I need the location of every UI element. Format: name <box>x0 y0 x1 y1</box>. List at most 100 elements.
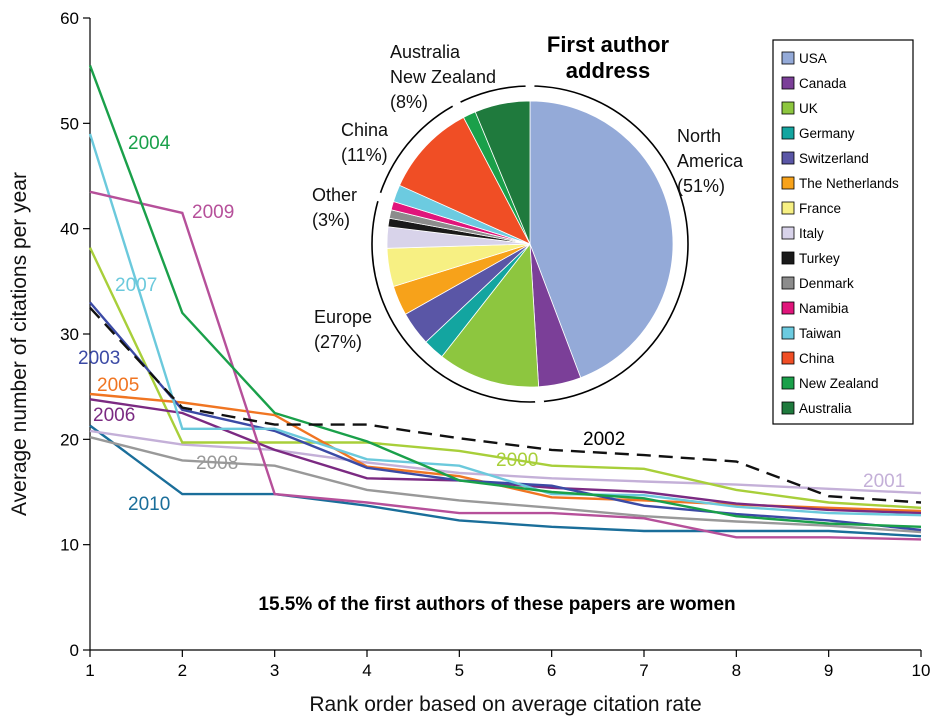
series-label-2004: 2004 <box>128 133 171 154</box>
legend-swatch <box>781 76 795 90</box>
series-line-2002 <box>89 306 922 504</box>
x-tick-label: 7 <box>639 661 648 680</box>
x-tick-label: 1 <box>85 661 94 680</box>
x-tick-label: 8 <box>732 661 741 680</box>
x-tick-label: 6 <box>547 661 556 680</box>
series-line-2001 <box>89 429 922 495</box>
y-tick-label: 0 <box>70 641 79 660</box>
legend-swatch <box>781 201 795 215</box>
legend-label: Australia <box>799 401 852 416</box>
legend-swatch <box>781 251 795 265</box>
y-tick-label: 10 <box>60 536 79 555</box>
legend-label: France <box>799 201 841 216</box>
x-axis-label: Rank order based on average citation rat… <box>309 693 701 716</box>
women-share-annotation: 15.5% of the first authors of these pape… <box>258 594 735 615</box>
pie-group-label: Australia <box>390 42 461 62</box>
pie-group-label: (11%) <box>341 145 388 165</box>
pie-legend: USA Canada UK Germany Switzerland The Netherl… <box>772 39 914 425</box>
legend-swatch <box>781 126 795 140</box>
series-line-2008 <box>89 436 922 534</box>
series-label-2007: 2007 <box>115 275 157 296</box>
series-label-2001: 2001 <box>863 471 905 492</box>
legend-label: Namibia <box>799 301 849 316</box>
pie-group-label: New Zealand <box>390 67 496 87</box>
x-tick-label: 2 <box>178 661 187 680</box>
series-label-2010: 2010 <box>128 494 170 515</box>
series-line-2009 <box>89 190 922 541</box>
legend-swatch <box>781 276 795 290</box>
y-axis-label: Average number of citations per year <box>8 172 31 516</box>
y-tick-label: 60 <box>60 9 79 28</box>
legend-label: New Zealand <box>799 376 879 391</box>
series-label-2002: 2002 <box>583 429 625 450</box>
pie-group-label: (51%) <box>677 176 725 196</box>
series-line-2000 <box>88 247 922 509</box>
x-tick-label: 5 <box>455 661 464 680</box>
pie-ring-gap <box>535 397 545 407</box>
pie-group-label: Europe <box>314 307 372 327</box>
pie-title-line-2: address <box>566 58 650 83</box>
series-label-2009: 2009 <box>192 202 234 223</box>
legend-swatch <box>781 151 795 165</box>
legend-swatch <box>781 301 795 315</box>
pie-group-label: America <box>677 151 744 171</box>
pie-slice-usa <box>529 100 674 379</box>
series-label-2006: 2006 <box>93 405 135 426</box>
pie-slice-australia <box>474 100 531 245</box>
line-series <box>88 64 922 541</box>
legend-label: Germany <box>799 126 855 141</box>
pie-chart: First authoraddressFirst author addressN… <box>300 32 760 415</box>
y-tick-label: 30 <box>60 325 79 344</box>
y-tick-label: 20 <box>60 430 79 449</box>
legend-swatch <box>781 101 795 115</box>
pie-title-line-1: First author <box>547 32 670 57</box>
x-tick-label: 10 <box>912 661 931 680</box>
series-line-2007 <box>88 133 922 517</box>
axes: 0 10 20 30 40 50 60 1 2 3 4 5 6 7 8 9 10 Rank order based… <box>8 9 930 716</box>
pie-ring-gap <box>374 192 384 202</box>
pie-group-label: Other <box>312 185 357 205</box>
legend-label: China <box>799 351 835 366</box>
legend-swatch <box>781 401 795 415</box>
pie-ring-gap <box>525 81 535 91</box>
legend-box <box>772 39 914 425</box>
series-label-2005: 2005 <box>97 375 139 396</box>
series-line-2010 <box>89 424 922 538</box>
legend-swatch <box>781 351 795 365</box>
pie-ring-gap <box>452 99 462 109</box>
legend-label: Switzerland <box>799 151 869 166</box>
series-label-2003: 2003 <box>78 348 120 369</box>
series-line-2004 <box>88 64 922 528</box>
legend-label: Turkey <box>799 251 840 266</box>
legend-swatch <box>781 326 795 340</box>
legend-label: The Netherlands <box>799 176 899 191</box>
pie-slice-uk <box>441 242 540 388</box>
legend-swatch <box>781 51 795 65</box>
pie-group-label: (3%) <box>312 210 350 230</box>
y-tick-label: 40 <box>60 220 79 239</box>
pie-group-label: (8%) <box>390 92 428 112</box>
legend-label: Taiwan <box>799 326 841 341</box>
legend-swatch <box>781 176 795 190</box>
series-line-2003 <box>89 301 922 532</box>
x-tick-label: 3 <box>270 661 279 680</box>
series-label-2000: 2000 <box>496 450 538 471</box>
annotation: 15.5% of the first authors of these pape… <box>258 594 735 615</box>
legend-label: UK <box>799 101 818 116</box>
series-label-2008: 2008 <box>196 453 238 474</box>
legend-swatch <box>781 226 795 240</box>
legend-label: Denmark <box>799 276 854 291</box>
pie-group-label: (27%) <box>314 332 362 352</box>
x-tick-label: 4 <box>362 661 371 680</box>
legend-label: Italy <box>799 226 824 241</box>
x-tick-label: 9 <box>824 661 833 680</box>
legend-swatch <box>781 376 795 390</box>
legend-label: USA <box>799 51 827 66</box>
legend-label: Canada <box>799 76 847 91</box>
series-labels: 2000 2001 2002 2003 2004 2005 2006 2007 2008 2009… <box>78 133 905 515</box>
pie-group-label: China <box>341 120 389 140</box>
pie-slice-china <box>399 116 531 245</box>
y-tick-label: 50 <box>60 114 79 133</box>
